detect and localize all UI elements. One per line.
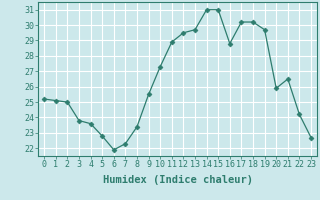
X-axis label: Humidex (Indice chaleur): Humidex (Indice chaleur) [103, 175, 252, 185]
